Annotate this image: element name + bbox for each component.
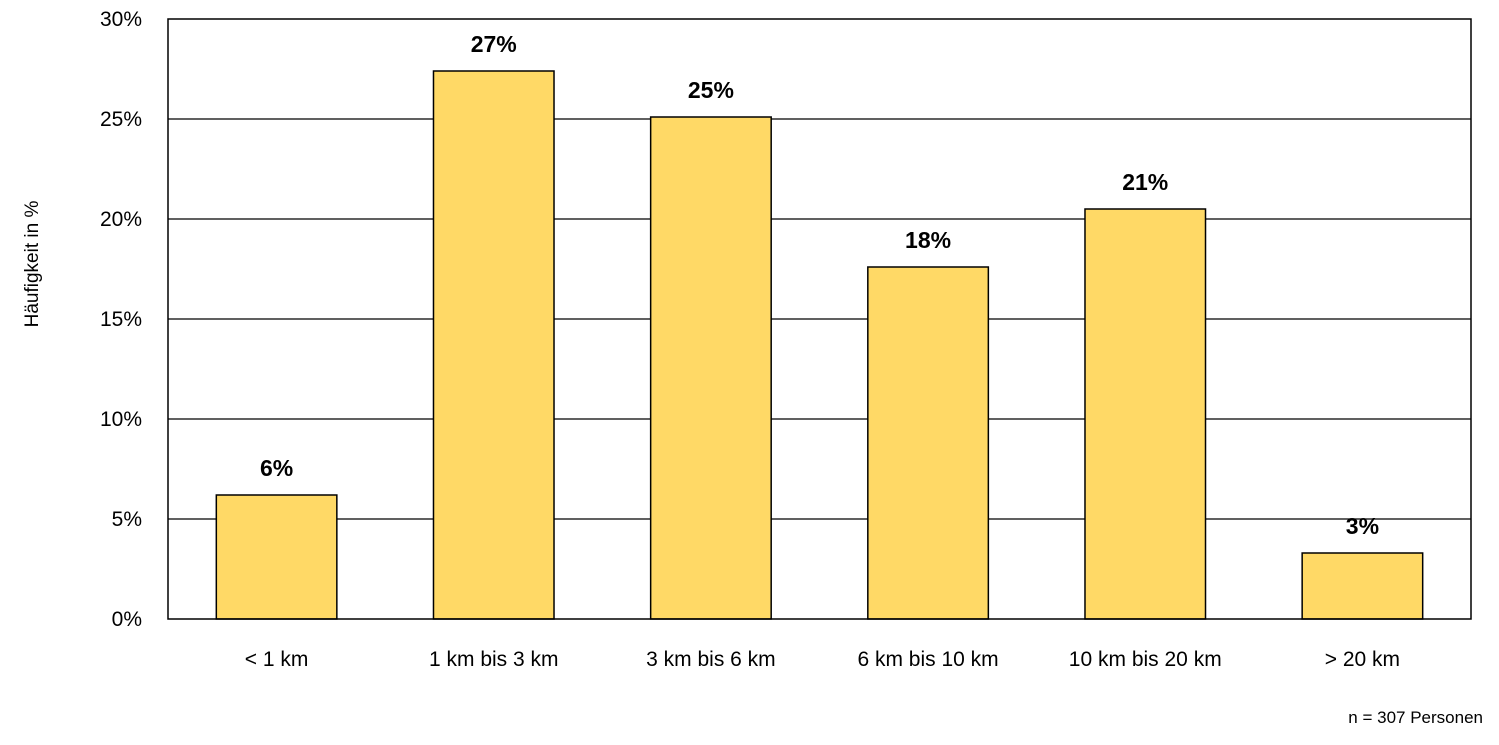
data-label: 25% <box>688 77 734 103</box>
x-category-label: 10 km bis 20 km <box>1069 648 1222 671</box>
x-axis-categories: < 1 km 1 km bis 3 km 3 km bis 6 km 6 km bis… <box>245 648 1400 671</box>
y-tick-label: 25% <box>100 108 142 131</box>
data-label: 21% <box>1122 169 1168 195</box>
bar <box>1084 208 1207 620</box>
sample-size-note: n = 307 Personen <box>1348 708 1483 727</box>
data-labels: 6% 27% 25% 18% 21% 3% <box>260 31 1379 539</box>
bar <box>867 266 990 620</box>
x-category-label: < 1 km <box>245 648 309 671</box>
x-category-label: 1 km bis 3 km <box>429 648 559 671</box>
y-axis-ticks: 0% 5% 10% 15% 20% 25% 30% <box>100 8 142 631</box>
bar <box>1301 552 1424 620</box>
gridlines <box>168 118 1471 520</box>
y-tick-label: 5% <box>112 508 142 531</box>
x-category-label: 6 km bis 10 km <box>857 648 998 671</box>
data-label: 18% <box>905 227 951 253</box>
y-tick-label: 20% <box>100 208 142 231</box>
x-category-label: > 20 km <box>1325 648 1400 671</box>
data-label: 3% <box>1346 513 1379 539</box>
x-category-label: 3 km bis 6 km <box>646 648 776 671</box>
y-tick-label: 0% <box>112 608 142 631</box>
data-label: 27% <box>471 31 517 57</box>
bar <box>432 70 555 620</box>
bars <box>215 70 1424 620</box>
bar <box>649 116 772 620</box>
bar <box>215 494 338 620</box>
plot-frame <box>167 18 1472 620</box>
y-tick-label: 15% <box>100 308 142 331</box>
y-tick-label: 10% <box>100 408 142 431</box>
y-tick-label: 30% <box>100 8 142 31</box>
y-axis-label: Häufigkeit in % <box>22 201 43 328</box>
data-label: 6% <box>260 455 293 481</box>
